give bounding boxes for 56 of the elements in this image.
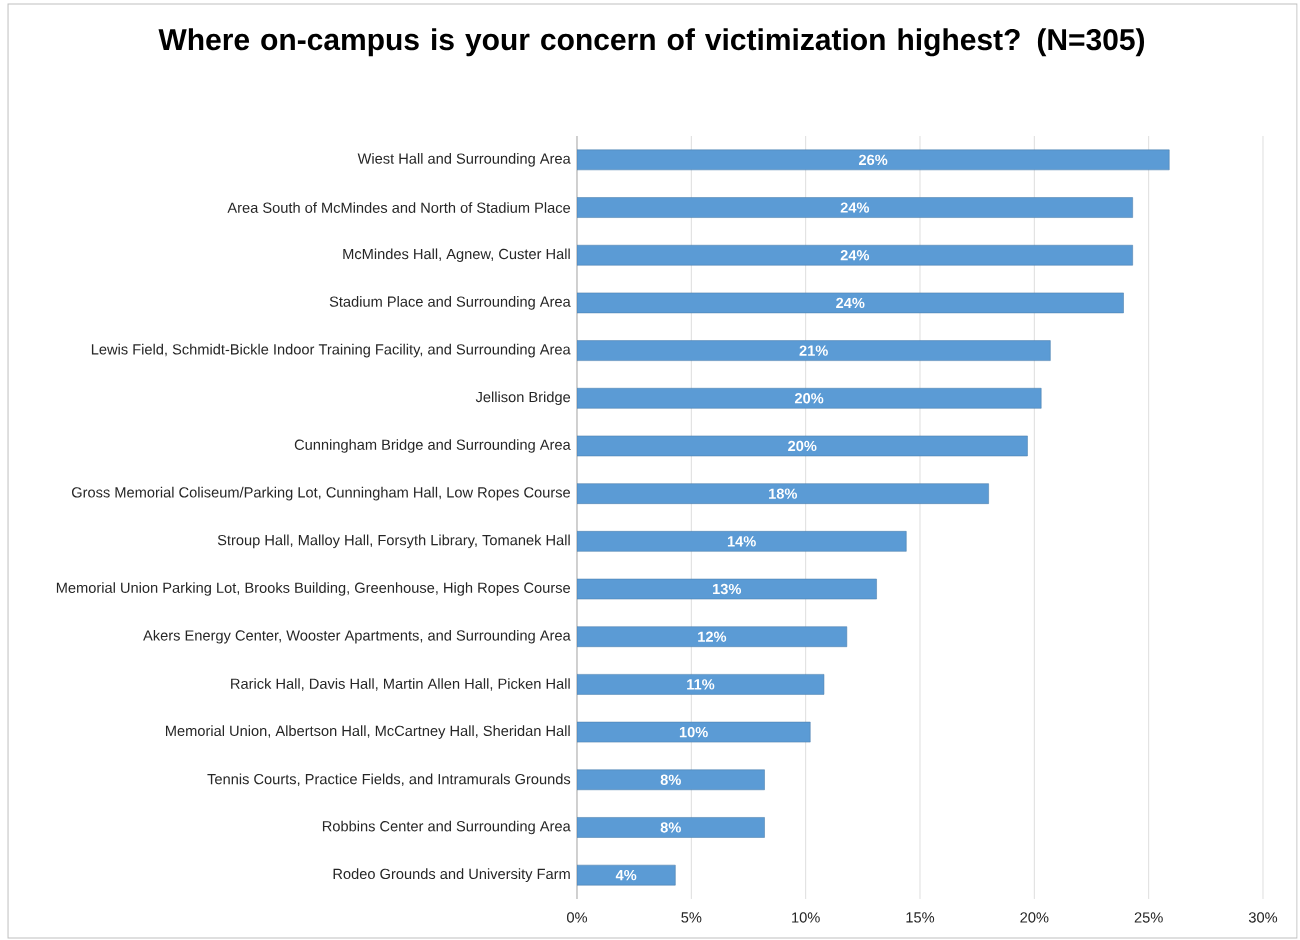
bar: [577, 626, 848, 647]
y-tick-label: Memorial Union Parking Lot, Brooks Building, Greenhouse, High Ropes Course: [56, 582, 571, 596]
data-label: 8%: [660, 774, 681, 785]
x-tick-label: 25%: [1134, 912, 1163, 923]
y-tick-label: Cunningham Bridge and Surrounding Area: [294, 439, 571, 453]
bar: [577, 340, 1051, 361]
data-label: 20%: [794, 393, 824, 404]
y-tick-label: Rodeo Grounds and University Farm: [333, 868, 570, 882]
bar: [577, 483, 989, 504]
bar: [577, 674, 825, 695]
chart-title: Where on-campus is your concern of victimization highest? (N=305): [158, 28, 1145, 57]
bar: [577, 149, 1170, 171]
x-tick-label: 30%: [1248, 912, 1278, 923]
data-label: 24%: [840, 250, 870, 261]
data-label: 20%: [788, 440, 817, 452]
bar: [577, 388, 1042, 409]
y-tick-label: Area South of McMindes and North of Stadium Place: [227, 202, 571, 213]
bar: [577, 531, 907, 552]
data-label: 8%: [660, 822, 681, 833]
y-tick-label: Akers Energy Center, Wooster Apartments, and Surrounding Area: [143, 629, 571, 644]
data-label: 14%: [727, 536, 756, 547]
data-label: 11%: [687, 679, 715, 690]
x-tick-label: 20%: [1020, 912, 1049, 923]
y-tick-label: Jellison Bridge: [475, 391, 571, 406]
y-tick-label: Rarick Hall, Davis Hall, Martin Allen Hall, Picken Hall: [231, 678, 570, 691]
data-label: 12%: [698, 631, 727, 642]
x-tick-label: 15%: [906, 912, 935, 923]
bar: [577, 435, 1028, 457]
bar: [577, 244, 1133, 266]
data-label: 24%: [840, 202, 870, 213]
bar: [577, 578, 877, 600]
data-label: 26%: [858, 154, 888, 166]
bar: [577, 292, 1124, 314]
bar: [577, 721, 811, 743]
bar: [577, 817, 765, 838]
bar: [577, 769, 765, 791]
y-tick-label: Gross Memorial Coliseum/Parking Lot, Cunningham Hall, Low Ropes Course: [71, 486, 571, 501]
data-label: 21%: [799, 345, 828, 356]
data-label: 24%: [836, 297, 865, 309]
y-tick-label: McMindes Hall, Agnew, Custer Hall: [343, 248, 570, 263]
x-tick-label: 5%: [681, 912, 702, 923]
y-tick-label: Wiest Hall and Surrounding Area: [357, 153, 571, 167]
data-label: 18%: [769, 488, 798, 499]
data-label: 13%: [713, 583, 742, 595]
x-tick-label: 0%: [567, 912, 588, 923]
x-tick-label: 10%: [792, 912, 820, 923]
data-label: 4%: [615, 870, 637, 881]
y-tick-label: Memorial Union, Albertson Hall, McCartney Hall, Sheridan Hall: [165, 725, 570, 739]
y-tick-label: Tennis Courts, Practice Fields, and Intramurals Grounds: [207, 773, 571, 787]
y-tick-label: Robbins Center and Surrounding Area: [322, 820, 571, 835]
y-tick-label: Stadium Place and Surrounding Area: [329, 296, 571, 310]
bar: [577, 197, 1133, 218]
bar: [577, 864, 676, 886]
y-tick-label: Lewis Field, Schmidt-Bickle Indoor Training Facility, and Surrounding Area: [91, 343, 571, 358]
y-tick-label: Stroup Hall, Malloy Hall, Forsyth Library, Tomanek Hall: [217, 534, 570, 549]
data-label: 10%: [679, 726, 708, 738]
